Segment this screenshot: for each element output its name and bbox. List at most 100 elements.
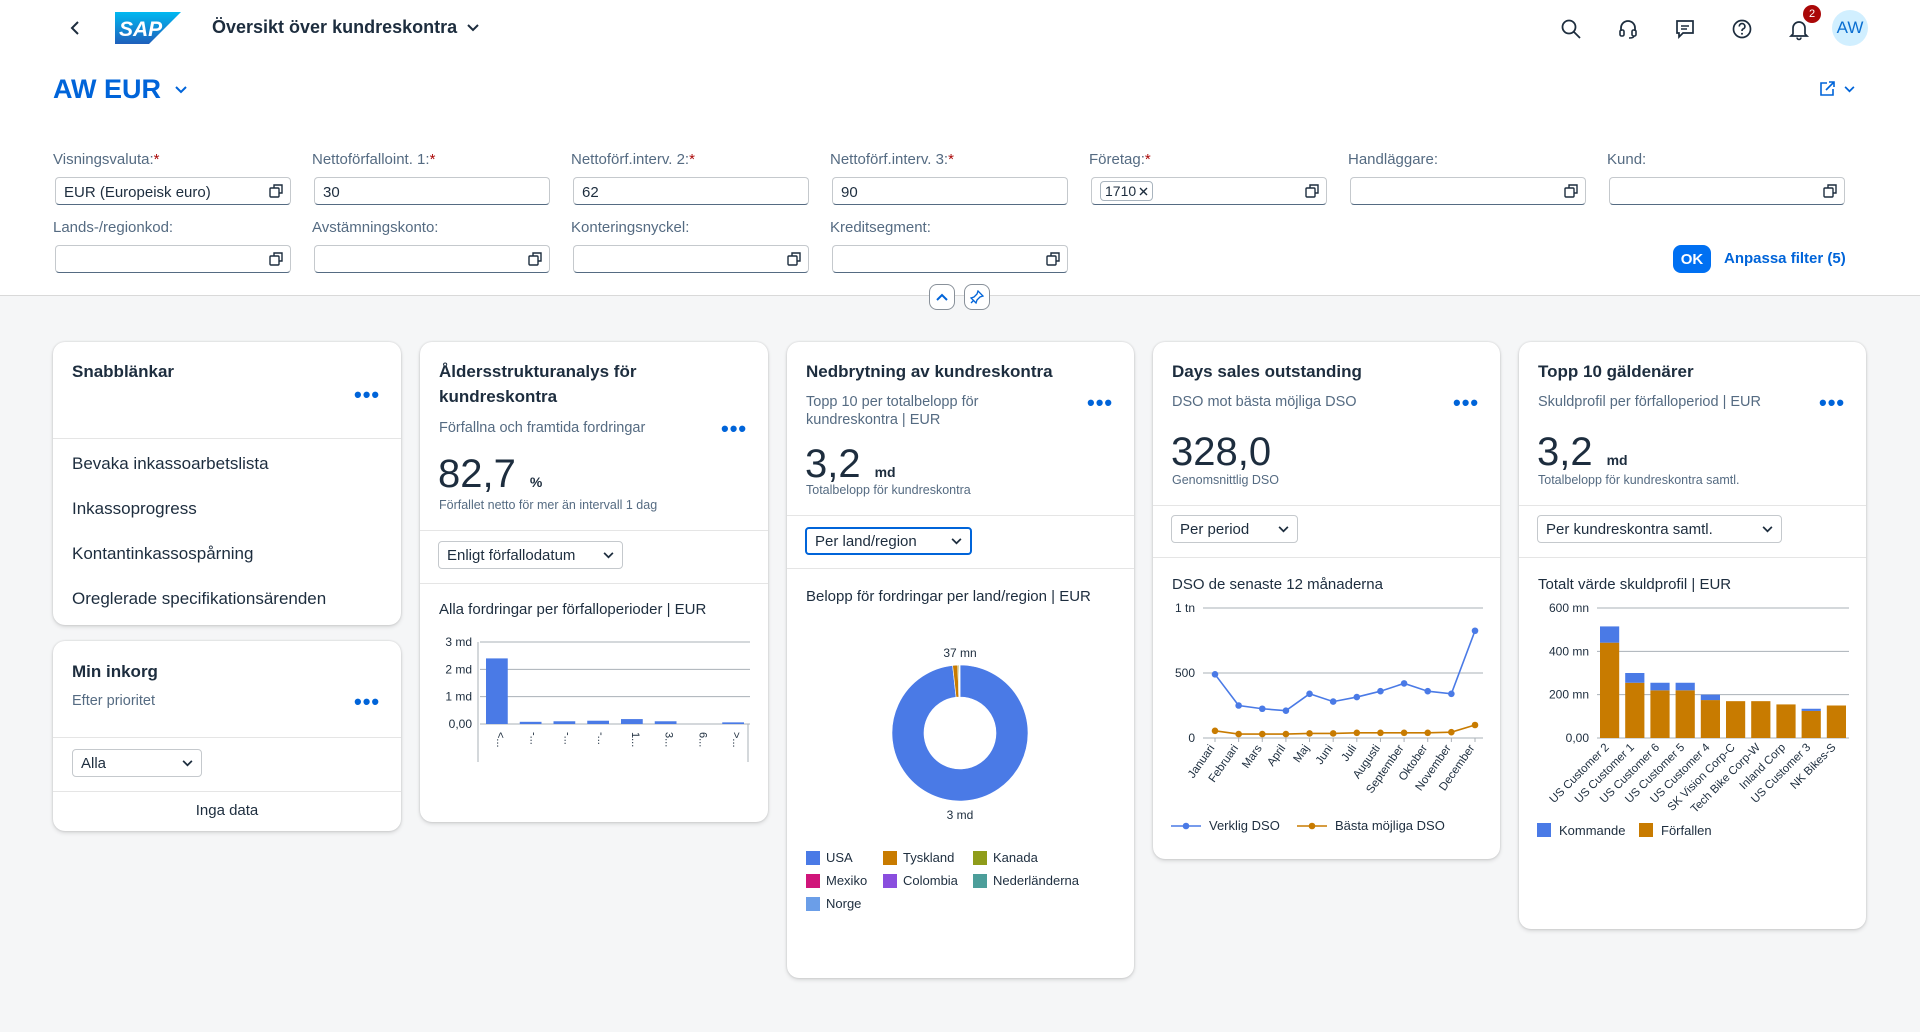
back-button[interactable] [66, 18, 86, 38]
share-button[interactable] [1818, 80, 1855, 98]
legend-marker [1182, 822, 1190, 830]
legend-label: Nederländerna [993, 873, 1080, 888]
close-icon[interactable] [1139, 187, 1148, 196]
aging-select[interactable]: Enligt förfallodatum [438, 541, 623, 569]
aging-subtitle: Förfallna och framtida fordringar [439, 420, 646, 436]
net-due-interval1-input[interactable]: 30 [314, 177, 550, 205]
collapse-header-button[interactable] [929, 284, 955, 310]
inbox-subtitle: Efter prioritet [72, 693, 155, 709]
legend-label: Verklig DSO [1209, 818, 1280, 833]
aging-kpi-unit: % [529, 474, 543, 490]
x-tick-label: Mars [1240, 743, 1265, 771]
x-tick-label: 3... [663, 732, 675, 747]
value-help-icon[interactable] [1304, 183, 1320, 199]
bar [654, 721, 677, 724]
value-help-icon[interactable] [786, 251, 802, 267]
company-input[interactable]: 1710 [1091, 177, 1327, 205]
data-point [1282, 730, 1290, 738]
sap-logo[interactable]: SAP [115, 12, 181, 49]
data-point [1235, 730, 1242, 738]
breakdown-select[interactable]: Per land/region [805, 527, 972, 555]
share-icon [1820, 81, 1835, 96]
data-point [1424, 729, 1432, 737]
y-tick-label: 0,00 [449, 717, 473, 731]
value-help-icon[interactable] [1563, 183, 1579, 199]
bar-segment [1776, 704, 1796, 738]
processor-input[interactable] [1350, 177, 1586, 205]
notification-badge: 2 [1803, 5, 1821, 23]
data-point [1329, 698, 1337, 705]
bell-icon[interactable] [1788, 16, 1810, 42]
more-icon[interactable]: ••• [1453, 390, 1480, 415]
y-tick-label: 200 mn [1549, 688, 1589, 702]
recon-account-input[interactable] [314, 245, 550, 273]
series-line [1214, 630, 1476, 712]
more-icon[interactable]: ••• [354, 689, 381, 714]
customer-input[interactable] [1609, 177, 1845, 205]
more-icon[interactable]: ••• [354, 382, 381, 407]
donut-slice [891, 664, 1029, 802]
quicklink-3[interactable]: Kontantinkassospårning [72, 544, 254, 563]
value-help-icon[interactable] [527, 251, 543, 267]
debtors-chart-title: Totalt värde skuldprofil | EUR [1538, 576, 1732, 593]
value-help-icon[interactable] [268, 183, 284, 199]
breakdown-donut-chart: 37 mn 3 md [891, 646, 1029, 822]
aging-chart-title: Alla fordringar per förfalloperioder | E… [439, 601, 707, 618]
avatar[interactable]: AW [1832, 10, 1868, 46]
net-due-interval3-label: Nettoförf.interv. 3:* [830, 151, 954, 168]
aging-kpi-value: 82,7 [438, 452, 516, 496]
legend-label: Kanada [993, 850, 1038, 865]
feedback-icon[interactable] [1674, 16, 1696, 42]
divider [1153, 505, 1500, 506]
dso-subtitle: DSO mot bästa möjliga DSO [1172, 394, 1357, 410]
legend-swatch [1639, 823, 1653, 837]
more-icon[interactable]: ••• [1087, 390, 1114, 415]
x-tick-label: -... [561, 732, 573, 745]
bar-segment [1675, 682, 1695, 691]
help-icon[interactable] [1731, 16, 1753, 42]
debtors-select[interactable]: Per kundreskontra samtl. [1537, 515, 1782, 543]
legend-label: Colombia [903, 873, 958, 888]
net-due-interval3-input[interactable]: 90 [832, 177, 1068, 205]
y-tick-label: 500 [1175, 666, 1195, 680]
data-point [1471, 627, 1479, 635]
aging-kpi-desc: Förfallet netto för mer än intervall 1 d… [439, 498, 658, 512]
quicklink-2[interactable]: Inkassoprogress [72, 499, 197, 518]
data-point [1400, 729, 1408, 737]
bar-segment [1700, 700, 1720, 738]
x-tick-label: Juni [1314, 743, 1336, 767]
company-token[interactable]: 1710 [1100, 181, 1154, 201]
divider [787, 568, 1134, 569]
pin-header-button[interactable] [964, 284, 990, 310]
more-icon[interactable]: ••• [721, 416, 748, 441]
app-title-menu[interactable]: Översikt över kundreskontra [212, 17, 479, 38]
legend-label: Norge [826, 896, 862, 911]
adapt-filters-link[interactable]: Anpassa filter (5) [1724, 250, 1846, 267]
credit-segment-input[interactable] [832, 245, 1068, 273]
value-help-icon[interactable] [1822, 183, 1838, 199]
quicklink-4[interactable]: Oreglerade specifikationsärenden [72, 589, 327, 608]
inbox-filter-select[interactable]: Alla [72, 749, 202, 777]
value-help-icon[interactable] [1045, 251, 1061, 267]
net-due-interval2-input[interactable]: 62 [573, 177, 809, 205]
country-label: Lands-/regionkod: [53, 219, 174, 236]
legend-swatch [806, 873, 820, 888]
country-input[interactable] [55, 245, 291, 273]
search-icon[interactable] [1560, 16, 1582, 42]
aging-title: Åldersstrukturanalys för kundreskontra [439, 362, 637, 406]
series-line [1214, 724, 1476, 735]
chevron-down-icon [182, 759, 193, 766]
more-icon[interactable]: ••• [1819, 390, 1846, 415]
headset-icon[interactable] [1617, 16, 1639, 42]
quicklink-1[interactable]: Bevaka inkassoarbetslista [72, 454, 269, 473]
display-currency-input[interactable]: EUR (Europeisk euro) [55, 177, 291, 205]
chevron-down-icon [603, 551, 614, 558]
variant-selector[interactable]: AW EUR [53, 74, 187, 105]
dso-select[interactable]: Per period [1171, 515, 1298, 543]
ok-button[interactable]: OK [1673, 245, 1711, 273]
x-tick-label: -... [528, 732, 540, 745]
value-help-icon[interactable] [268, 251, 284, 267]
aging-kpi: 82,7% [438, 452, 542, 497]
posting-key-input[interactable] [573, 245, 809, 273]
bar-segment [1826, 705, 1846, 738]
